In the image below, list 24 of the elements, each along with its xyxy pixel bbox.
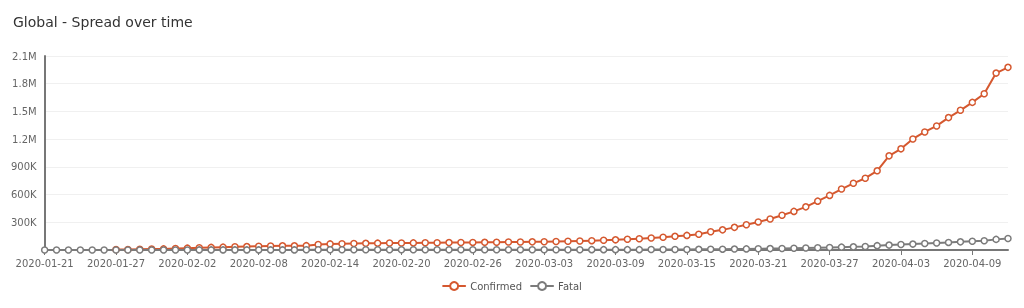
y-tick-label: 900K xyxy=(10,161,38,173)
x-tick-label: 2020-03-21 xyxy=(729,257,788,269)
y-tick-label: 600K xyxy=(10,189,38,201)
legend-label: Fatal xyxy=(558,280,582,292)
x-tick-label: 2020-02-02 xyxy=(158,257,217,269)
x-tick-label: 2020-03-15 xyxy=(657,257,716,269)
x-tick-label: 2020-04-09 xyxy=(943,257,1002,269)
x-tick-label: 2020-02-20 xyxy=(372,257,431,269)
x-tick-label: 2020-03-03 xyxy=(515,257,574,269)
y-tick-label: 300K xyxy=(10,216,38,228)
x-tick-label: 2020-03-09 xyxy=(586,257,645,269)
y-tick-label: 1.2M xyxy=(12,133,37,145)
legend-label: Confirmed xyxy=(470,280,523,292)
x-tick-label: 2020-03-27 xyxy=(800,257,859,269)
y-tick-label: 1.5M xyxy=(12,105,37,117)
chart-title: Global - Spread over time xyxy=(13,14,193,30)
x-tick-label: 2020-01-27 xyxy=(86,257,146,269)
x-tick-label: 2020-02-08 xyxy=(229,257,288,269)
y-tick-label: 1.8M xyxy=(12,78,37,90)
x-tick-label: 2020-04-03 xyxy=(871,257,931,269)
x-tick-label: 2020-02-26 xyxy=(443,257,502,269)
x-tick-label: 2020-02-14 xyxy=(301,257,360,269)
x-tick-label: 2020-01-21 xyxy=(15,257,74,269)
y-tick-label: 2.1M xyxy=(12,50,37,62)
